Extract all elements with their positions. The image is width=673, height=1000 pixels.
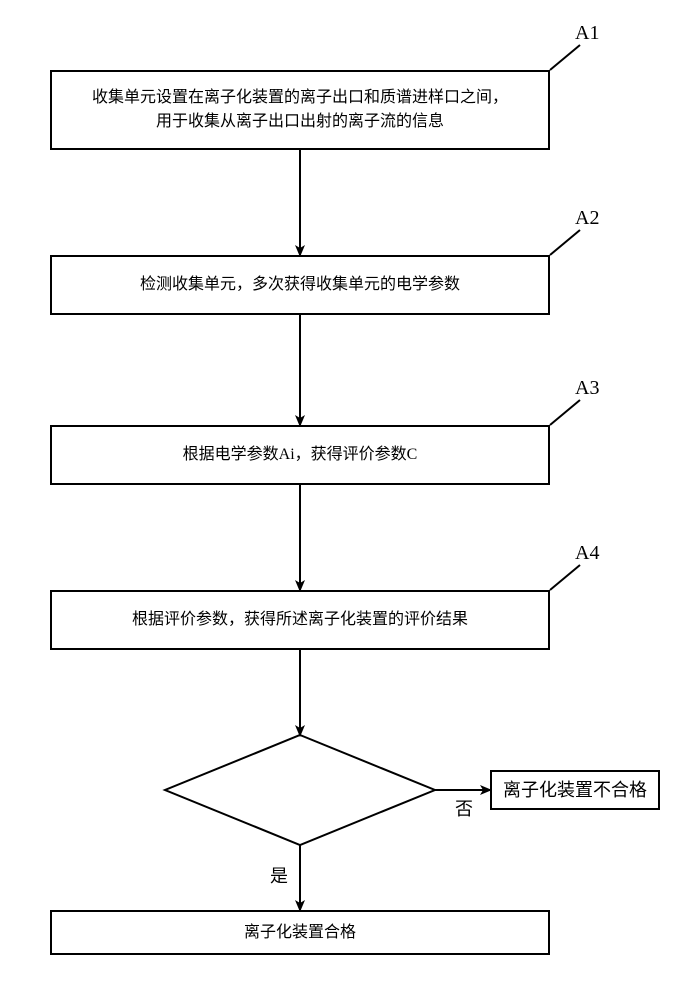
- label-a2: A2: [575, 207, 599, 230]
- result-pass: 离子化装置合格: [50, 910, 550, 955]
- result-pass-text: 离子化装置合格: [244, 921, 356, 945]
- callout-a2: [550, 230, 580, 255]
- step-a3: 根据电学参数Ai，获得评价参数C: [50, 425, 550, 485]
- step-a2-text: 检测收集单元，多次获得收集单元的电学参数: [140, 273, 460, 297]
- branch-yes-label: 是: [270, 862, 288, 888]
- step-a2: 检测收集单元，多次获得收集单元的电学参数: [50, 255, 550, 315]
- label-a1: A1: [575, 22, 599, 45]
- branch-no-label: 否: [455, 795, 473, 821]
- flowchart-canvas: 收集单元设置在离子化装置的离子出口和质谱进样口之间，用于收集从离子出口出射的离子…: [0, 0, 673, 1000]
- label-a3: A3: [575, 377, 599, 400]
- step-a1-text: 收集单元设置在离子化装置的离子出口和质谱进样口之间，用于收集从离子出口出射的离子…: [92, 86, 508, 134]
- result-fail-text: 离子化装置不合格: [503, 777, 647, 804]
- decision-text: 评价参数小于阈值？: [165, 778, 435, 807]
- step-a4-text: 根据评价参数，获得所述离子化装置的评价结果: [132, 608, 468, 632]
- callout-a3: [550, 400, 580, 425]
- result-fail: 离子化装置不合格: [490, 770, 660, 810]
- connectors: [0, 0, 673, 1000]
- label-a4: A4: [575, 542, 599, 565]
- callout-a4: [550, 565, 580, 590]
- step-a4: 根据评价参数，获得所述离子化装置的评价结果: [50, 590, 550, 650]
- step-a3-text: 根据电学参数Ai，获得评价参数C: [183, 443, 418, 467]
- step-a1: 收集单元设置在离子化装置的离子出口和质谱进样口之间，用于收集从离子出口出射的离子…: [50, 70, 550, 150]
- callout-a1: [550, 45, 580, 70]
